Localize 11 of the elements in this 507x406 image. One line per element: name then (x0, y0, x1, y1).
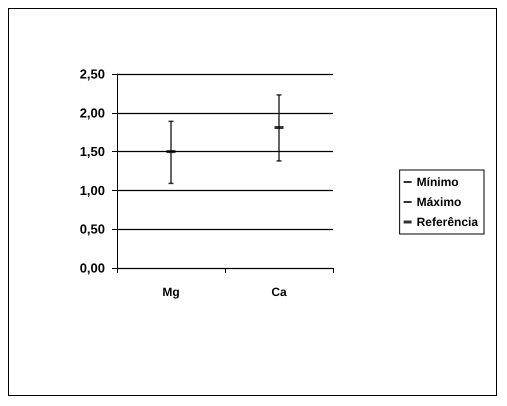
legend-label: Mínimo (416, 175, 459, 189)
x-tick-label: Mg (162, 285, 180, 299)
y-tick-label: 2,00 (80, 105, 105, 120)
x-tick-label: Ca (271, 285, 287, 299)
y-tick-label: 0,50 (80, 222, 105, 237)
y-tick-label: 0,00 (80, 260, 105, 276)
y-tick-label: 1,50 (80, 144, 105, 160)
legend-label: Máximo (416, 195, 462, 209)
legend-label: Referência (416, 215, 478, 229)
y-tick-label: 2,50 (80, 66, 105, 82)
y-tick-label: 1,00 (80, 182, 105, 198)
